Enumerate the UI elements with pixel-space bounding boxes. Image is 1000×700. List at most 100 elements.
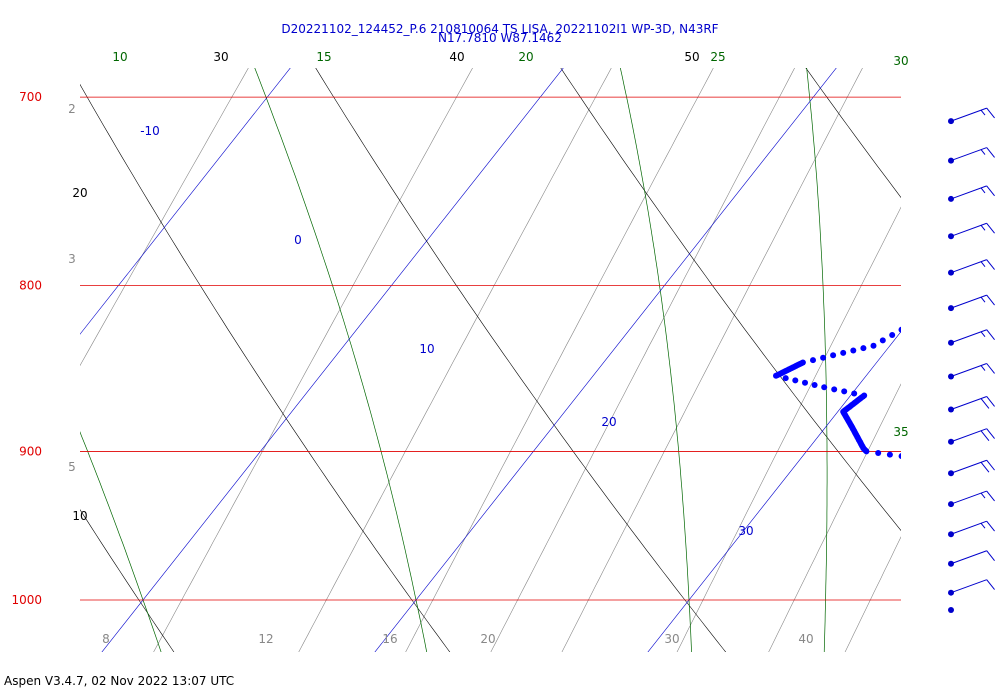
dewpoint-point [976, 576, 982, 582]
dewpoint-point [982, 213, 988, 219]
dewpoint-point [967, 232, 973, 238]
dry-adiabat-line [805, 68, 901, 198]
dewpoint-point [982, 569, 988, 575]
dewpoint-point [889, 332, 896, 338]
mixing-ratio-label: 5 [68, 460, 76, 474]
dewpoint-point [965, 236, 971, 242]
dewpoint-point [986, 564, 992, 570]
moist-adiabat-line [254, 68, 428, 652]
mixing-ratio-label: 20 [480, 632, 495, 646]
dewpoint-point [980, 214, 986, 220]
dewpoint-point [988, 483, 994, 489]
wind-barb-feather [980, 398, 990, 409]
isobar-label: 800 [19, 278, 42, 292]
wind-barb-feather [986, 294, 995, 306]
dewpoint-point [995, 202, 1000, 208]
wind-barb-feather [986, 459, 995, 471]
dewpoint-point [861, 392, 868, 399]
dewpoint-point [974, 271, 980, 277]
isotherm-line [80, 68, 291, 335]
wind-barb-feather [986, 363, 995, 374]
dewpoint-point [969, 229, 975, 235]
dewpoint-point [984, 566, 990, 572]
dewpoint-point [987, 484, 993, 490]
wind-barb-staff [950, 329, 987, 344]
dewpoint-point [792, 377, 799, 384]
dewpoint-point [989, 482, 995, 488]
wind-barb [948, 185, 995, 202]
dewpoint-point [782, 375, 789, 382]
dewpoint-point [975, 279, 981, 285]
dewpoint-point [898, 326, 901, 333]
dewpoint-point [993, 479, 999, 485]
wind-barb-half-feather [980, 149, 986, 155]
dewpoint-point [978, 494, 984, 500]
wind-barb [948, 329, 995, 346]
dewpoint-point [974, 268, 980, 274]
wind-barbs [948, 107, 995, 613]
dry-adiabat-label: 10 [72, 509, 87, 523]
dewpoint-point [966, 589, 972, 595]
mixing-ratio-label: 40 [798, 632, 813, 646]
footer-version: Aspen V3.4.7, 02 Nov 2022 13:07 UTC [4, 674, 235, 688]
dewpoint-point [973, 221, 979, 227]
dewpoint-point [850, 347, 857, 354]
dewpoint-point [974, 274, 980, 280]
dewpoint-point [965, 238, 971, 244]
dewpoint-point [886, 451, 893, 458]
dewpoint-point [985, 496, 991, 502]
dry-adiabats [80, 68, 901, 652]
dewpoint-point [936, 305, 942, 311]
dewpoint-point [975, 281, 981, 287]
mixing-ratio-line [844, 536, 901, 652]
dewpoint-point [975, 278, 981, 284]
dewpoint-point [840, 349, 847, 356]
dewpoint-point [960, 596, 966, 602]
dewpoint-point [945, 300, 951, 306]
dewpoint-point [968, 248, 974, 254]
dewpoint-point [968, 456, 974, 462]
dewpoint-point [968, 231, 974, 237]
axis-labels: 6007008009001000-10010203030405020101015… [11, 50, 908, 646]
wind-barb-staff [950, 259, 987, 274]
wind-barb-feather [986, 107, 995, 119]
dewpoint-point [987, 209, 993, 215]
mixing-ratio-line [896, 0, 1000, 682]
wind-barb-staff [950, 396, 987, 410]
dewpoint-point [996, 497, 1000, 503]
dewpoint-point [989, 207, 995, 213]
dewpoint-point [992, 459, 998, 465]
mixing-ratio-lines [80, 0, 1000, 682]
isotherm-label: 0 [294, 233, 302, 247]
dewpoint-point [990, 560, 996, 566]
dewpoint-point [976, 217, 982, 223]
dewpoint-point [983, 567, 989, 573]
wind-barb [948, 490, 995, 508]
dewpoint-point [898, 453, 901, 460]
dry-adiabat-label: 30 [213, 50, 228, 64]
wind-barb-half-feather [980, 261, 986, 267]
mixing-ratio-line [153, 68, 473, 652]
dewpoint-point [963, 592, 969, 598]
mixing-ratio-line [676, 206, 901, 652]
wind-barb [948, 363, 995, 380]
dewpoint-point [974, 457, 980, 463]
dry-adiabat-label: 40 [449, 50, 464, 64]
dewpoint-point [820, 354, 827, 361]
dry-adiabat-line [315, 68, 727, 652]
dewpoint-point [991, 481, 997, 487]
dewpoint-point [967, 588, 973, 594]
chart-title-line1: D20221102_124452_P.6 210810064 TS LISA, … [281, 22, 719, 36]
wind-barb [948, 147, 995, 164]
dewpoint-point [811, 382, 818, 388]
wind-barb [948, 428, 995, 445]
dewpoint-point [965, 288, 971, 294]
dewpoint-point [933, 455, 939, 461]
mixing-ratio-label: 2 [68, 102, 76, 116]
isotherm-label: 10 [419, 342, 434, 356]
dewpoint-point [970, 457, 976, 463]
mixing-ratio-line [405, 68, 714, 652]
dewpoint-point [971, 457, 977, 463]
dewpoint-series [773, 202, 1000, 602]
dewpoint-point [986, 210, 992, 216]
